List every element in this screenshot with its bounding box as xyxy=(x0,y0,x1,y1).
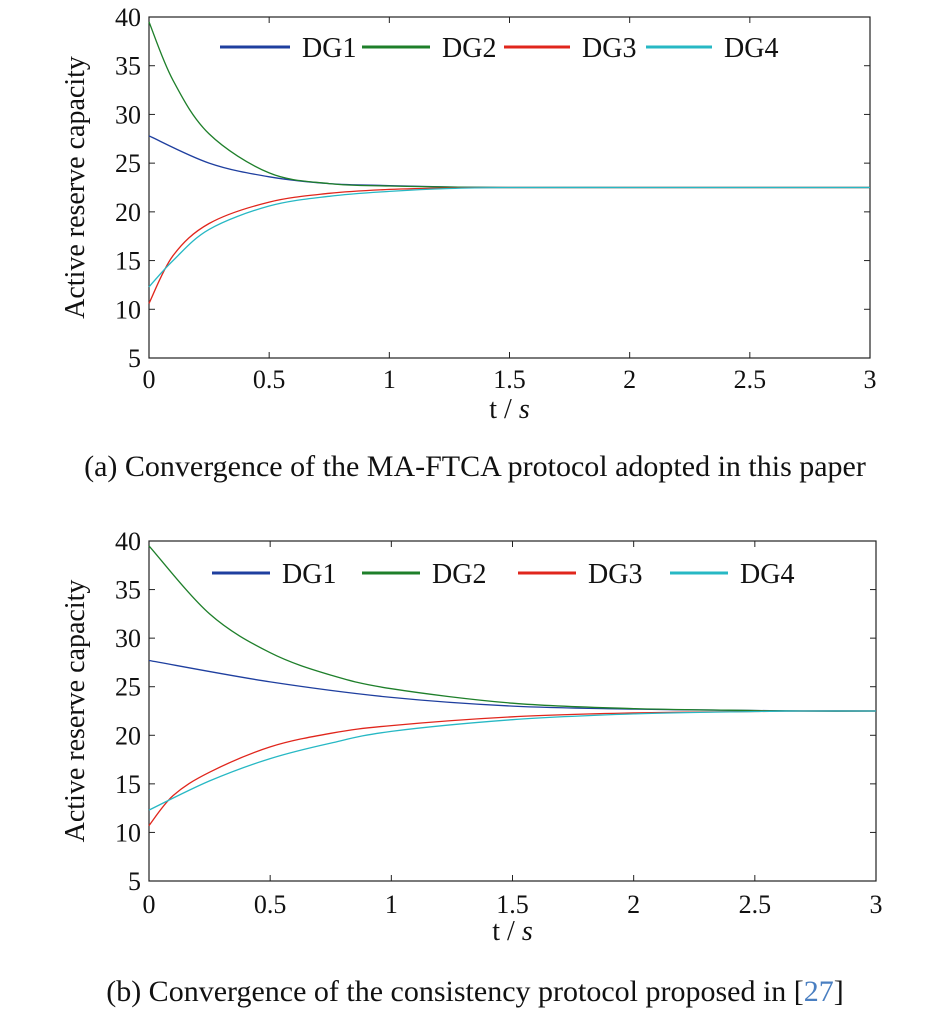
y-tick-label: 40 xyxy=(115,527,141,556)
y-tick-label: 20 xyxy=(115,721,141,750)
x-tick-label: 0.5 xyxy=(254,890,287,919)
y-tick-label: 25 xyxy=(115,673,141,702)
legend-label-dg4: DG4 xyxy=(724,33,778,64)
legend-label-dg3: DG3 xyxy=(588,559,642,590)
x-tick-label: 1 xyxy=(383,365,396,394)
x-tick-label: 1.5 xyxy=(496,890,529,919)
x-tick-label: 1 xyxy=(385,890,398,919)
x-tick-label: 0.5 xyxy=(253,365,286,394)
x-tick-label: 0 xyxy=(143,890,156,919)
y-tick-label: 35 xyxy=(115,52,141,81)
x-tick-label: 2.5 xyxy=(734,365,767,394)
y-tick-label: 25 xyxy=(115,149,141,178)
legend-label-dg4: DG4 xyxy=(740,559,794,590)
caption-b-cite[interactable]: 27 xyxy=(803,975,834,1008)
x-tick-label: 2 xyxy=(623,365,636,394)
y-tick-label: 10 xyxy=(115,295,141,324)
y-tick-label: 10 xyxy=(115,818,141,847)
series-line-dg3 xyxy=(148,186,870,304)
series-line-dg4 xyxy=(148,710,877,811)
legend-label-dg1: DG1 xyxy=(282,559,336,590)
x-axis-label: t / s xyxy=(489,394,530,425)
x-tick-label: 1.5 xyxy=(493,365,526,394)
caption-b-end: ] xyxy=(833,975,844,1008)
x-tick-label: 2.5 xyxy=(739,890,772,919)
y-tick-label: 30 xyxy=(115,100,141,129)
y-axis-label: Active reserve capacity xyxy=(60,56,91,319)
legend-label-dg2: DG2 xyxy=(442,33,496,64)
x-tick-label: 0 xyxy=(143,365,156,394)
x-tick-label: 3 xyxy=(870,890,883,919)
y-tick-label: 40 xyxy=(115,3,141,32)
x-tick-label: 3 xyxy=(864,365,877,394)
y-tick-label: 5 xyxy=(128,344,141,373)
y-tick-label: 35 xyxy=(115,576,141,605)
legend-label-dg2: DG2 xyxy=(432,559,486,590)
x-tick-label: 2 xyxy=(627,890,640,919)
y-tick-label: 15 xyxy=(115,247,141,276)
y-axis-label: Active reserve capacity xyxy=(60,580,91,843)
caption-b: (b) Convergence of the consistency proto… xyxy=(0,975,950,1009)
series-line-dg1 xyxy=(148,135,870,189)
caption-a-text: (a) Convergence of the MA-FTCA protocol … xyxy=(84,450,866,483)
y-tick-label: 15 xyxy=(115,770,141,799)
y-tick-label: 30 xyxy=(115,624,141,653)
series-line-dg3 xyxy=(148,710,877,827)
y-tick-label: 5 xyxy=(128,867,141,896)
caption-a: (a) Convergence of the MA-FTCA protocol … xyxy=(0,450,950,484)
x-axis-label: t / s xyxy=(492,916,533,947)
legend-label-dg3: DG3 xyxy=(582,33,636,64)
y-tick-label: 20 xyxy=(115,198,141,227)
legend-label-dg1: DG1 xyxy=(302,33,356,64)
series-line-dg4 xyxy=(148,186,870,288)
caption-b-text: (b) Convergence of the consistency proto… xyxy=(106,975,804,1008)
